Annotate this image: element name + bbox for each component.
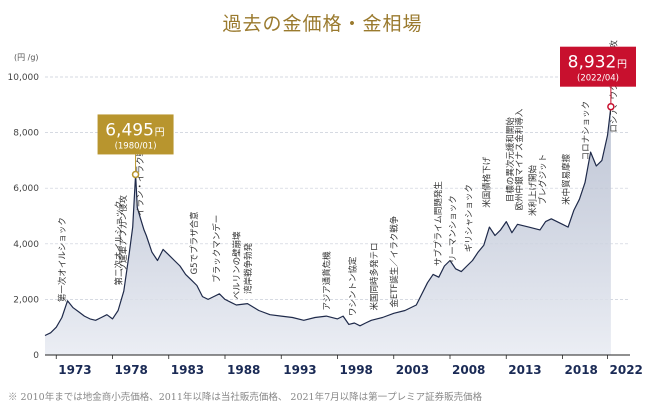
- y-tick-label: 4,000: [13, 240, 39, 250]
- event-annotation: イラン・イラク戦争: [135, 139, 146, 216]
- event-annotation: 第二次オイルショック: [114, 200, 125, 285]
- price-highlights: 6,495 円(1980/01)8,932 円(2022/04): [97, 46, 636, 179]
- x-tick-label: 2013: [508, 363, 541, 377]
- x-tick-label: 2003: [396, 363, 429, 377]
- highlight-box: [560, 46, 636, 87]
- highlight-value: 8,932: [568, 53, 617, 73]
- y-axis-unit-label: (円 /g): [14, 53, 39, 62]
- event-annotation: ワシントン協定: [347, 256, 358, 316]
- event-annotation: コロナショック: [581, 101, 591, 161]
- event-annotation: リーマンショック: [449, 195, 459, 263]
- event-annotation: 米国同時多発テロ: [369, 243, 380, 311]
- event-annotation: 米国債格下げ: [481, 156, 492, 208]
- highlight-point: [131, 170, 140, 179]
- event-annotation: 目標の異次元緩和開始: [505, 117, 516, 203]
- event-annotation: ソ連軍アフガン侵攻: [118, 195, 129, 272]
- axes: 0 2,000 4,000 6,000 8,000 10,000 1973 1978 1983 1…: [8, 73, 643, 377]
- event-annotation: アジア通貨危機: [322, 251, 333, 311]
- x-tick-label: 2022: [610, 363, 643, 377]
- footnote: ※ 2010年までは地金商小売価格、2011年以降は当社販売価格、 2021年7…: [8, 392, 483, 403]
- highlight-value: 6,495: [105, 120, 154, 140]
- x-tick-label: 1993: [283, 363, 316, 377]
- x-tick-label: 2008: [452, 363, 485, 377]
- event-annotation: 第一次オイルショック: [57, 217, 68, 302]
- x-tick-label: 2018: [565, 363, 598, 377]
- y-tick-label: 6,000: [13, 184, 39, 194]
- y-tick-label: 2,000: [13, 295, 39, 305]
- event-annotation: ブラックマンデー: [211, 215, 222, 283]
- event-annotation: サブプライム問題発生: [433, 181, 444, 266]
- event-annotation: 米中貿易摩擦: [561, 153, 572, 205]
- event-annotation: ベルリンの壁崩壊: [232, 231, 243, 300]
- y-tick-label: 8,000: [13, 129, 39, 139]
- x-tick-label: 1973: [58, 363, 91, 377]
- price-line: [44, 106, 612, 337]
- highlight-date: (2022/04): [577, 74, 619, 84]
- event-annotation: 米利上げ開始: [528, 164, 539, 216]
- chart-title: 過去の金価格・金相場: [222, 13, 423, 35]
- y-tick-label: 10,000: [8, 73, 40, 83]
- event-annotation: 金ETF誕生／イラク戦争: [389, 215, 400, 307]
- event-annotation: ギリシャショック: [464, 184, 474, 252]
- highlight-unit: 円: [617, 60, 627, 71]
- highlight-date: (1980/01): [115, 141, 157, 151]
- event-annotation: 欧州中銀マイナス金利導入: [514, 108, 525, 210]
- x-tick-label: 1978: [115, 363, 148, 377]
- x-tick-label: 1998: [340, 363, 373, 377]
- event-annotation: 湾岸戦争勃発: [243, 242, 254, 294]
- highlight-point: [607, 102, 615, 111]
- x-tick-label: 1983: [171, 363, 204, 377]
- price-area-fill: [45, 106, 611, 355]
- highlight-box: [97, 114, 174, 155]
- event-annotation: ブレグジット: [538, 154, 549, 205]
- highlight-unit: 円: [155, 127, 165, 138]
- event-annotation: G5でプラザ合意: [189, 211, 200, 274]
- y-tick-label: 0: [33, 351, 39, 361]
- x-tick-label: 1988: [227, 363, 260, 377]
- price-area: [44, 106, 612, 355]
